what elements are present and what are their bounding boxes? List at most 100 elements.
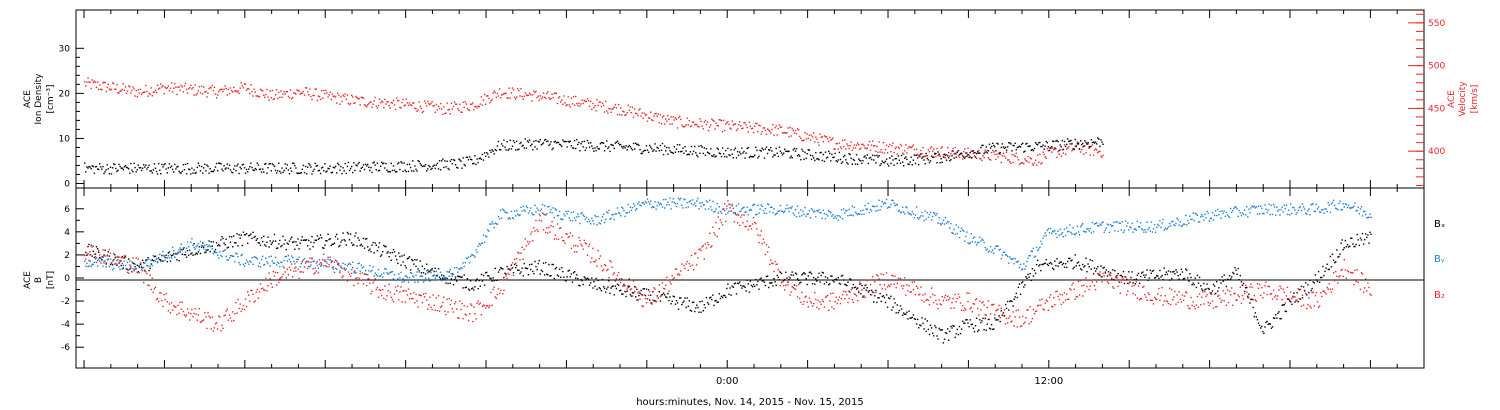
bx-point xyxy=(591,277,593,279)
by-point xyxy=(921,211,923,214)
velocity-point xyxy=(313,94,315,97)
bx-point xyxy=(1115,276,1117,279)
bx-point xyxy=(1203,282,1205,285)
by-point xyxy=(612,213,614,216)
velocity-point xyxy=(442,113,444,115)
velocity-point xyxy=(692,121,695,123)
velocity-point xyxy=(883,152,886,154)
bx-point xyxy=(726,287,728,290)
velocity-point xyxy=(694,123,696,126)
by-point xyxy=(487,229,489,231)
velocity-point xyxy=(982,155,984,157)
bx-point xyxy=(1249,302,1251,304)
bx-point xyxy=(1340,242,1342,244)
bx-point xyxy=(1153,277,1156,279)
velocity-point xyxy=(658,121,660,124)
bx-point xyxy=(778,279,781,281)
bx-point xyxy=(1354,245,1356,248)
velocity-point xyxy=(746,126,748,129)
by-point xyxy=(263,264,265,266)
velocity-point xyxy=(93,80,96,82)
bz-point xyxy=(463,305,465,307)
by-point xyxy=(117,258,119,261)
bz-point xyxy=(423,296,426,298)
by-point xyxy=(1105,227,1107,229)
bx-point xyxy=(719,297,722,300)
bx-point xyxy=(203,246,205,248)
by-point xyxy=(449,269,451,271)
density-point xyxy=(955,156,957,158)
by-point xyxy=(740,210,742,212)
density-point xyxy=(390,162,392,165)
bz-point xyxy=(119,260,121,263)
density-point xyxy=(188,168,190,170)
bx-point xyxy=(1022,281,1024,283)
by-point xyxy=(844,212,846,214)
bx-point xyxy=(962,320,964,322)
bz-point xyxy=(161,299,163,302)
bx-point xyxy=(1096,268,1098,270)
density-point xyxy=(700,145,702,147)
velocity-point xyxy=(460,111,462,113)
bz-point xyxy=(182,310,185,313)
by-point xyxy=(981,238,983,240)
bx-point xyxy=(235,242,237,244)
bz-point xyxy=(363,273,366,275)
velocity-point xyxy=(210,87,212,89)
bx-point xyxy=(815,278,817,280)
bx-point xyxy=(332,243,335,245)
velocity-point xyxy=(516,96,518,98)
by-point xyxy=(1269,213,1271,216)
by-point xyxy=(522,205,524,208)
bx-point xyxy=(1351,237,1353,239)
velocity-point xyxy=(564,102,566,104)
density-point xyxy=(978,152,980,154)
by-point xyxy=(871,205,874,207)
velocity-point xyxy=(419,105,421,108)
bx-point xyxy=(359,244,361,247)
by-point xyxy=(719,210,722,213)
by-point xyxy=(1061,232,1064,234)
velocity-point xyxy=(550,98,552,100)
by-point xyxy=(1261,207,1263,210)
bx-point xyxy=(1233,273,1235,275)
bx-point xyxy=(1238,279,1240,281)
bx-point xyxy=(1365,233,1367,235)
by-point xyxy=(1300,209,1303,212)
density-point xyxy=(309,164,311,166)
by-point xyxy=(606,211,608,213)
by-point xyxy=(422,281,425,283)
by-point xyxy=(808,210,811,212)
density-point xyxy=(945,159,948,161)
bx-point xyxy=(447,282,449,285)
density-point xyxy=(479,157,481,159)
by-point xyxy=(1335,207,1337,209)
by-point xyxy=(655,208,657,210)
density-point xyxy=(405,170,407,173)
density-point xyxy=(225,167,227,169)
bfield-ytick-label: -4 xyxy=(61,320,70,330)
velocity-point xyxy=(355,95,357,98)
bx-point xyxy=(297,238,299,240)
bx-point xyxy=(816,280,818,282)
by-point xyxy=(96,265,99,267)
density-point xyxy=(822,153,824,156)
density-point xyxy=(670,151,672,153)
velocity-point xyxy=(84,80,86,83)
bx-point xyxy=(282,235,284,237)
density-point xyxy=(1088,146,1090,148)
density-point xyxy=(681,150,683,152)
velocity-point xyxy=(737,124,740,126)
velocity-point xyxy=(691,121,694,123)
density-point xyxy=(1061,139,1064,142)
by-point xyxy=(324,259,326,261)
bx-point xyxy=(707,303,710,305)
velocity-point xyxy=(603,111,606,113)
velocity-point xyxy=(741,127,743,130)
density-point xyxy=(773,154,775,156)
bx-point xyxy=(274,240,277,242)
by-point xyxy=(770,206,772,208)
by-point xyxy=(228,257,231,259)
density-point xyxy=(543,139,546,141)
velocity-point xyxy=(481,104,484,106)
